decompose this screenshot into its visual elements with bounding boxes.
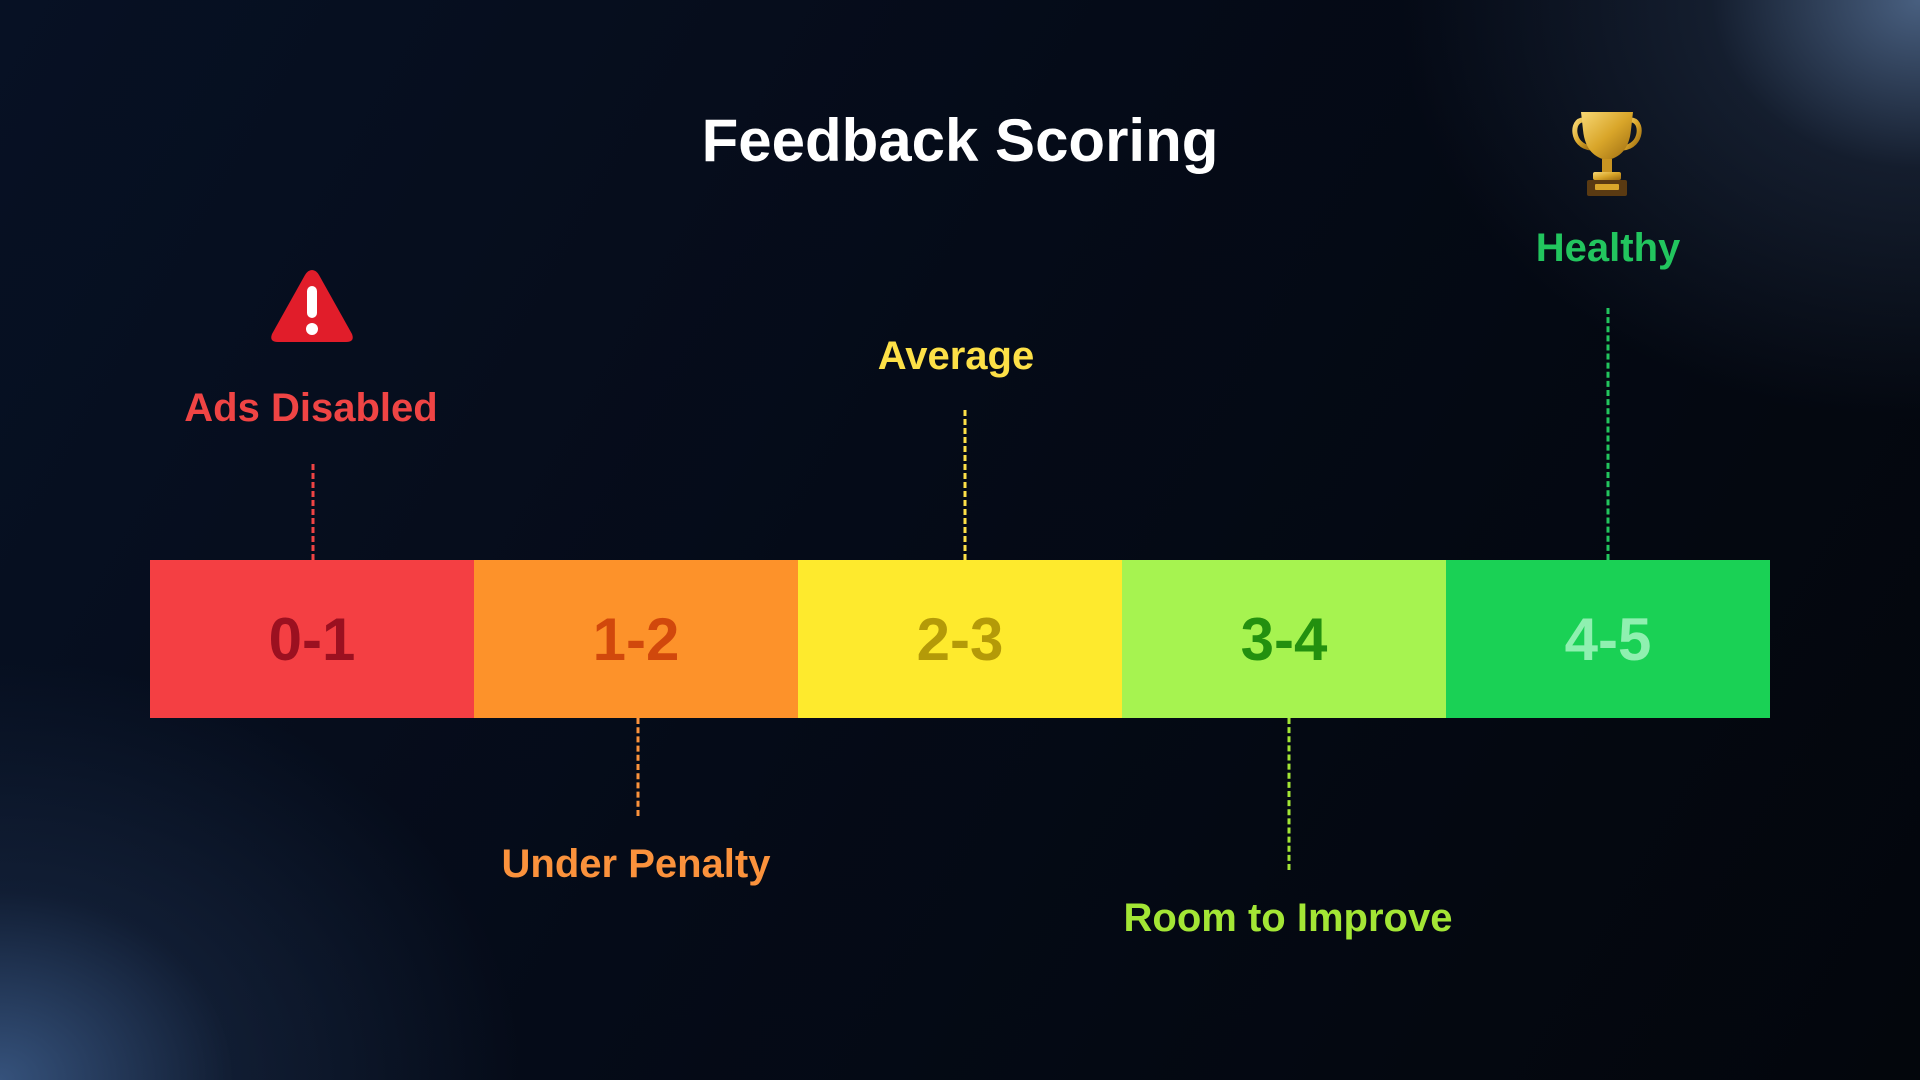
warning-icon	[268, 266, 356, 351]
score-bar: 0-1 1-2 2-3 3-4 4-5	[150, 560, 1770, 718]
leader-line-ads-disabled	[311, 464, 315, 560]
label-healthy: Healthy	[1535, 226, 1681, 270]
leader-line-average	[963, 410, 967, 560]
trophy-icon	[1569, 106, 1645, 207]
label-ads-disabled: Ads Disabled	[184, 386, 438, 430]
segment-1-2: 1-2	[474, 560, 798, 718]
leader-line-room-to-improve	[1287, 718, 1291, 870]
label-under-penalty: Under Penalty	[501, 842, 771, 886]
segment-3-4: 3-4	[1122, 560, 1446, 718]
label-average: Average	[877, 334, 1035, 378]
label-room-to-improve: Room to Improve	[1123, 896, 1453, 940]
segment-2-3: 2-3	[798, 560, 1122, 718]
leader-line-under-penalty	[636, 718, 640, 816]
page-title: Feedback Scoring	[701, 107, 1219, 174]
leader-line-healthy	[1606, 308, 1610, 560]
segment-0-1: 0-1	[150, 560, 474, 718]
segment-4-5: 4-5	[1446, 560, 1770, 718]
